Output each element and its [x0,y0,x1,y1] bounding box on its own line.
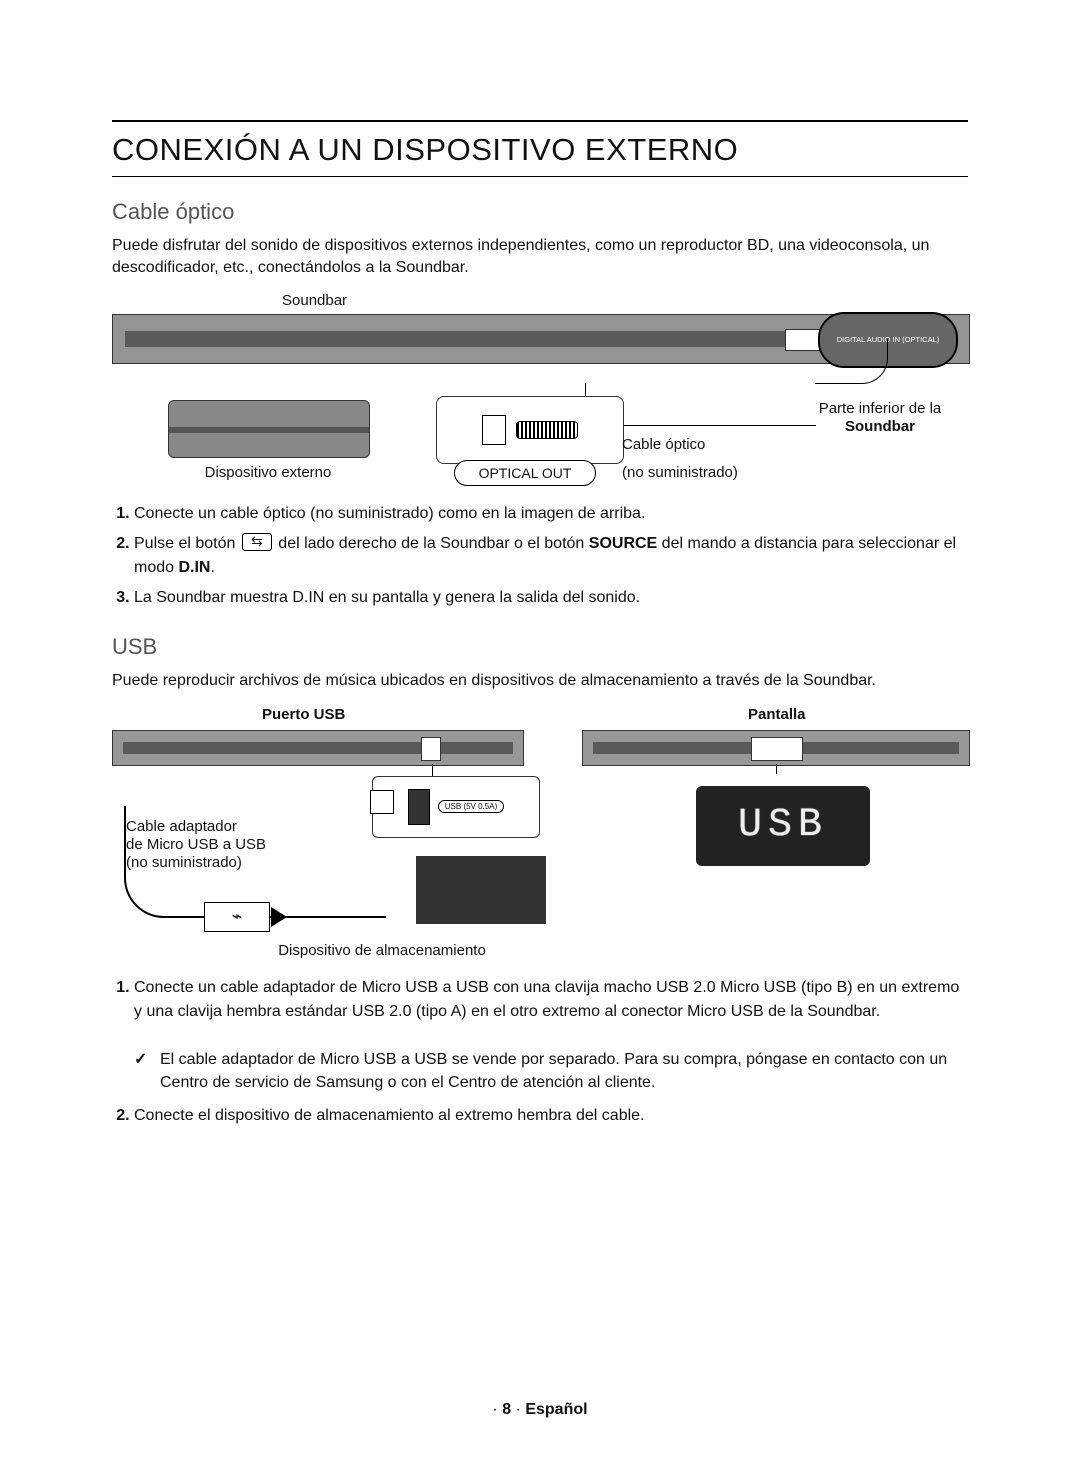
step2-source-bold: SOURCE [589,535,657,552]
label-bottom-soundbar-2: Soundbar [792,418,968,435]
optical-step-1: Conecte un cable óptico (no suministrado… [134,502,968,526]
footer-mid: · [511,1401,525,1418]
page-footer: · 8 · Español [0,1401,1080,1419]
micro-usb-slot-icon [408,789,430,825]
optical-connector-icon [482,415,506,445]
footer-dot1: · [492,1401,502,1418]
usb-note: ✓ El cable adaptador de Micro USB a USB … [134,1048,968,1094]
soundbar-left-illustration [112,730,524,766]
usb-heading: USB [112,634,968,660]
step2-part-b: del lado derecho de la Soundbar o el bot… [274,535,589,552]
optical-step-2: Pulse el botón del lado derecho de la So… [134,532,968,580]
usb-diagram: Puerto USB Pantalla USB (5V 0.5A) Cable … [112,706,968,966]
footer-lang: Español [525,1401,587,1418]
display-slot [751,737,803,761]
leader-line [815,339,888,384]
label-optical-cable: Cable óptico [622,436,705,453]
usb-steps: Conecte un cable adaptador de Micro USB … [112,976,968,1024]
top-rule [112,120,968,122]
optical-cable-box [436,396,624,464]
label-adapter-1: Cable adaptador [126,818,237,835]
label-adapter-3: (no suministrado) [126,854,242,871]
optical-intro: Puede disfrutar del sonido de dispositiv… [112,235,968,278]
label-usb-port: Puerto USB [262,706,345,723]
page-title: CONEXIÓN A UN DISPOSITIVO EXTERNO [112,132,968,168]
step2-part-d: . [210,559,214,576]
check-icon: ✓ [134,1048,152,1094]
optical-cable-icon [516,421,578,439]
optical-out-bubble: OPTICAL OUT [454,460,596,486]
plug-tip-icon [271,907,287,927]
label-external-device: Dispositivo externo [168,464,368,481]
usb-symbol-icon: ⌁ [232,906,243,927]
usb-storage-illustration [416,856,546,924]
external-device-illustration [168,400,370,458]
usb-step-1: Conecte un cable adaptador de Micro USB … [134,976,968,1024]
label-soundbar: Soundbar [282,292,347,309]
label-adapter-2: de Micro USB a USB [126,836,266,853]
micro-usb-port [421,737,441,761]
usb-note-text: El cable adaptador de Micro USB a USB se… [160,1048,968,1094]
leader-line [776,764,777,774]
label-display: Pantalla [748,706,806,723]
step2-part-a: Pulse el botón [134,535,240,552]
footer-page-number: 8 [502,1401,511,1418]
optical-heading: Cable óptico [112,199,968,225]
label-bottom-soundbar-1: Parte inferior de la [792,400,968,417]
optical-diagram: Soundbar DIGITAL AUDIO IN (OPTICAL) OPTI… [112,292,968,492]
label-storage-device: Dispositivo de almacenamiento [242,942,522,959]
optical-steps: Conecte un cable óptico (no suministrado… [112,502,968,610]
usb-port-zoom: USB (5V 0.5A) [372,776,540,838]
usb-intro: Puede reproducir archivos de música ubic… [112,670,968,692]
micro-usb-plug-icon [370,790,394,814]
title-underline [112,176,968,177]
optical-step-3: La Soundbar muestra D.IN en su pantalla … [134,586,968,610]
usb-steps-cont: Conecte el dispositivo de almacenamiento… [112,1104,968,1128]
display-zoom: USB [696,786,870,866]
soundbar-right-illustration [582,730,970,766]
source-button-icon [242,533,272,551]
label-not-supplied: (no suministrado) [622,464,738,481]
usb-rating-pill: USB (5V 0.5A) [438,800,504,813]
display-text: USB [738,803,828,848]
step2-din-bold: D.IN [178,559,210,576]
usb-a-plug-icon: ⌁ [204,902,270,932]
usb-step-2: Conecte el dispositivo de almacenamiento… [134,1104,968,1128]
